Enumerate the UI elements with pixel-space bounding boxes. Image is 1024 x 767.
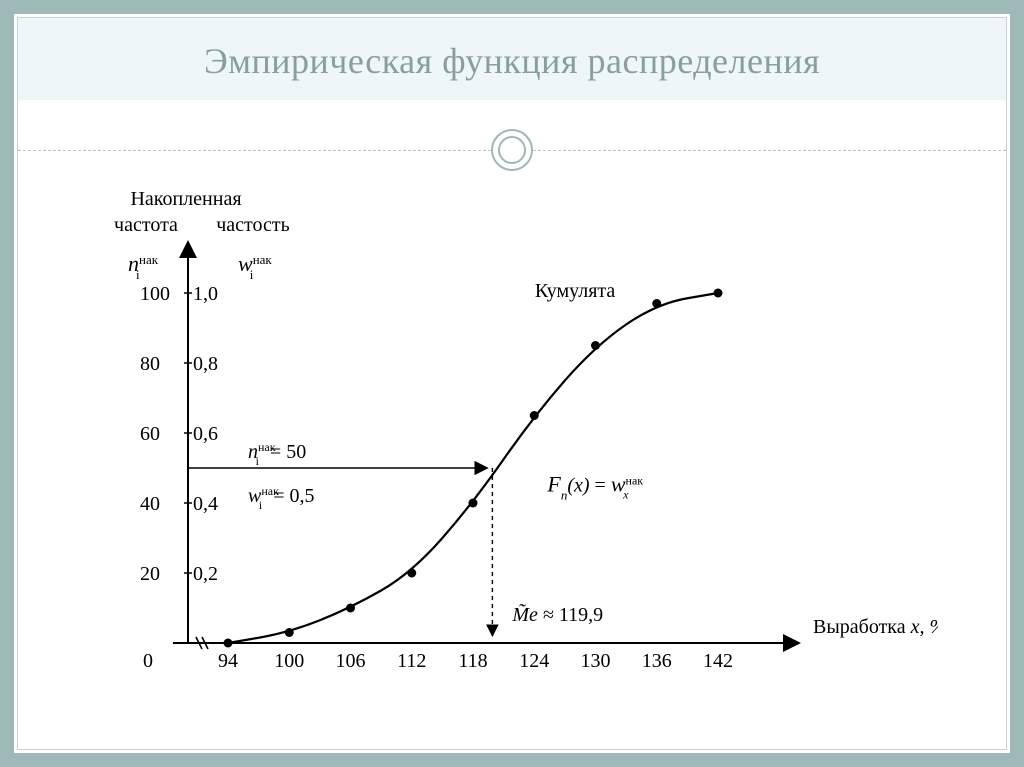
svg-text:0,2: 0,2 <box>193 563 218 585</box>
svg-text:94: 94 <box>218 650 238 672</box>
svg-text:20: 20 <box>140 563 160 585</box>
svg-text:40: 40 <box>140 493 160 515</box>
slide-frame: Эмпирическая функция распределения Накоп… <box>0 0 1024 767</box>
svg-text:136: 136 <box>642 650 672 672</box>
svg-text:0,4: 0,4 <box>193 493 218 515</box>
svg-text:1,0: 1,0 <box>193 283 218 305</box>
svg-text:nнакi = 50: nнакi = 50 <box>248 440 306 468</box>
svg-text:0,6: 0,6 <box>193 423 218 445</box>
svg-text:Выработка x, %: Выработка x, % <box>813 616 938 638</box>
ring-icon <box>490 128 534 172</box>
svg-text:M̃e ≈ 119,9: M̃e ≈ 119,9 <box>511 603 603 626</box>
svg-text:Кумулята: Кумулята <box>535 280 616 302</box>
slide-title: Эмпирическая функция распределения <box>18 40 1006 82</box>
svg-text:60: 60 <box>140 423 160 445</box>
svg-text:wнакi: wнакi <box>238 251 272 282</box>
svg-text:142: 142 <box>703 650 733 672</box>
svg-text:wнакi = 0,5: wнакi = 0,5 <box>248 484 315 512</box>
svg-text:частота: частота <box>114 214 178 236</box>
cdf-chart: Накопленная частота частость nнакi wнакi 0 20 0… <box>98 183 938 713</box>
title-band: Эмпирическая функция распределения <box>18 18 1006 100</box>
svg-text:80: 80 <box>140 353 160 375</box>
slide-inner: Эмпирическая функция распределения Накоп… <box>17 17 1007 750</box>
svg-text:Накопленная: Накопленная <box>130 188 241 210</box>
svg-text:130: 130 <box>581 650 611 672</box>
chart-container: Накопленная частота частость nнакi wнакi 0 20 0… <box>98 183 938 713</box>
svg-text:0,8: 0,8 <box>193 353 218 375</box>
svg-text:Fn(x) = wнакx: Fn(x) = wнакx <box>546 472 643 503</box>
svg-text:0: 0 <box>143 650 153 672</box>
svg-text:118: 118 <box>458 650 487 672</box>
svg-text:124: 124 <box>519 650 549 672</box>
svg-text:100: 100 <box>274 650 304 672</box>
svg-text:частость: частость <box>216 214 290 236</box>
svg-text:100: 100 <box>140 283 170 305</box>
svg-text:112: 112 <box>397 650 426 672</box>
svg-text:nнакi: nнакi <box>128 251 159 282</box>
svg-text:106: 106 <box>336 650 366 672</box>
